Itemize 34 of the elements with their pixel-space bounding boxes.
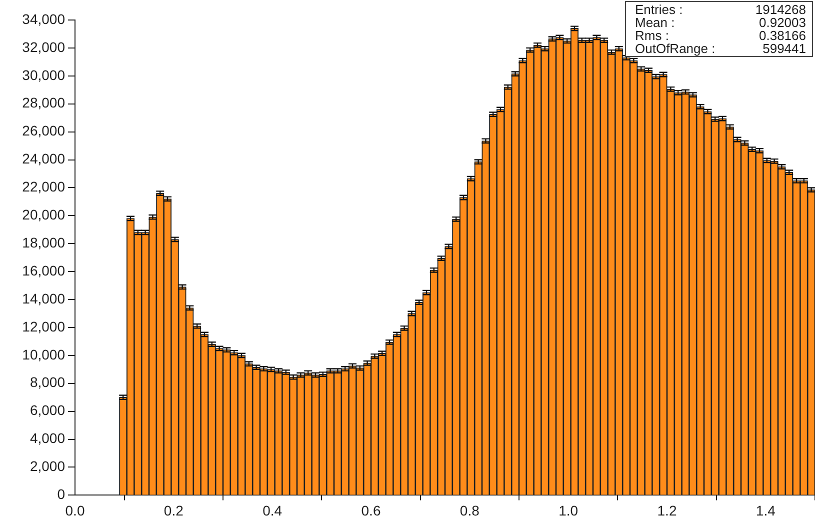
annotation: 0.38166 bbox=[759, 28, 806, 43]
annotation: 599441 bbox=[762, 41, 806, 56]
y-tick-label: 8,000 bbox=[30, 374, 66, 390]
y-tick-label: 6,000 bbox=[30, 402, 66, 418]
y-tick-label: 18,000 bbox=[22, 234, 66, 250]
text: Entries : bbox=[635, 2, 683, 17]
x-tick-label: 1.2 bbox=[657, 502, 677, 518]
y-tick-label: 34,000 bbox=[22, 10, 66, 27]
y-tick-label: 10,000 bbox=[22, 346, 66, 362]
y-tick-label: 14,000 bbox=[22, 290, 66, 306]
y-tick-label: 4,000 bbox=[30, 430, 66, 446]
y-tick-label: 22,000 bbox=[22, 178, 66, 195]
x-tick-label: 0.2 bbox=[164, 502, 184, 518]
y-tick-label: 12,000 bbox=[22, 318, 66, 334]
y-tick-label: 16,000 bbox=[22, 262, 66, 278]
x-tick-label: 0.6 bbox=[361, 502, 381, 518]
annotation: 0.92003 bbox=[759, 15, 806, 30]
x-tick-label: 0.4 bbox=[262, 502, 282, 518]
x-tick-label: 0.0 bbox=[65, 502, 85, 518]
y-tick-label: 2,000 bbox=[30, 458, 66, 474]
y-tick-label: 32,000 bbox=[22, 38, 66, 55]
y-tick-label: 30,000 bbox=[22, 66, 66, 83]
annotation: Mean : bbox=[635, 15, 675, 30]
y-tick-label: 0 bbox=[57, 486, 66, 502]
x-tick-label: 0.8 bbox=[460, 502, 480, 518]
y-tick-label: 26,000 bbox=[22, 122, 66, 139]
y-tick-label: 20,000 bbox=[22, 206, 66, 223]
annotation: Rms : bbox=[635, 28, 669, 43]
x-tick-label: 1.0 bbox=[558, 502, 578, 518]
annotation: OutOfRange : bbox=[635, 41, 716, 56]
y-tick-label: 24,000 bbox=[22, 150, 66, 167]
x-tick-label: 1.4 bbox=[756, 502, 776, 518]
text: 1914268 bbox=[755, 2, 806, 17]
y-tick-label: 28,000 bbox=[22, 94, 66, 111]
